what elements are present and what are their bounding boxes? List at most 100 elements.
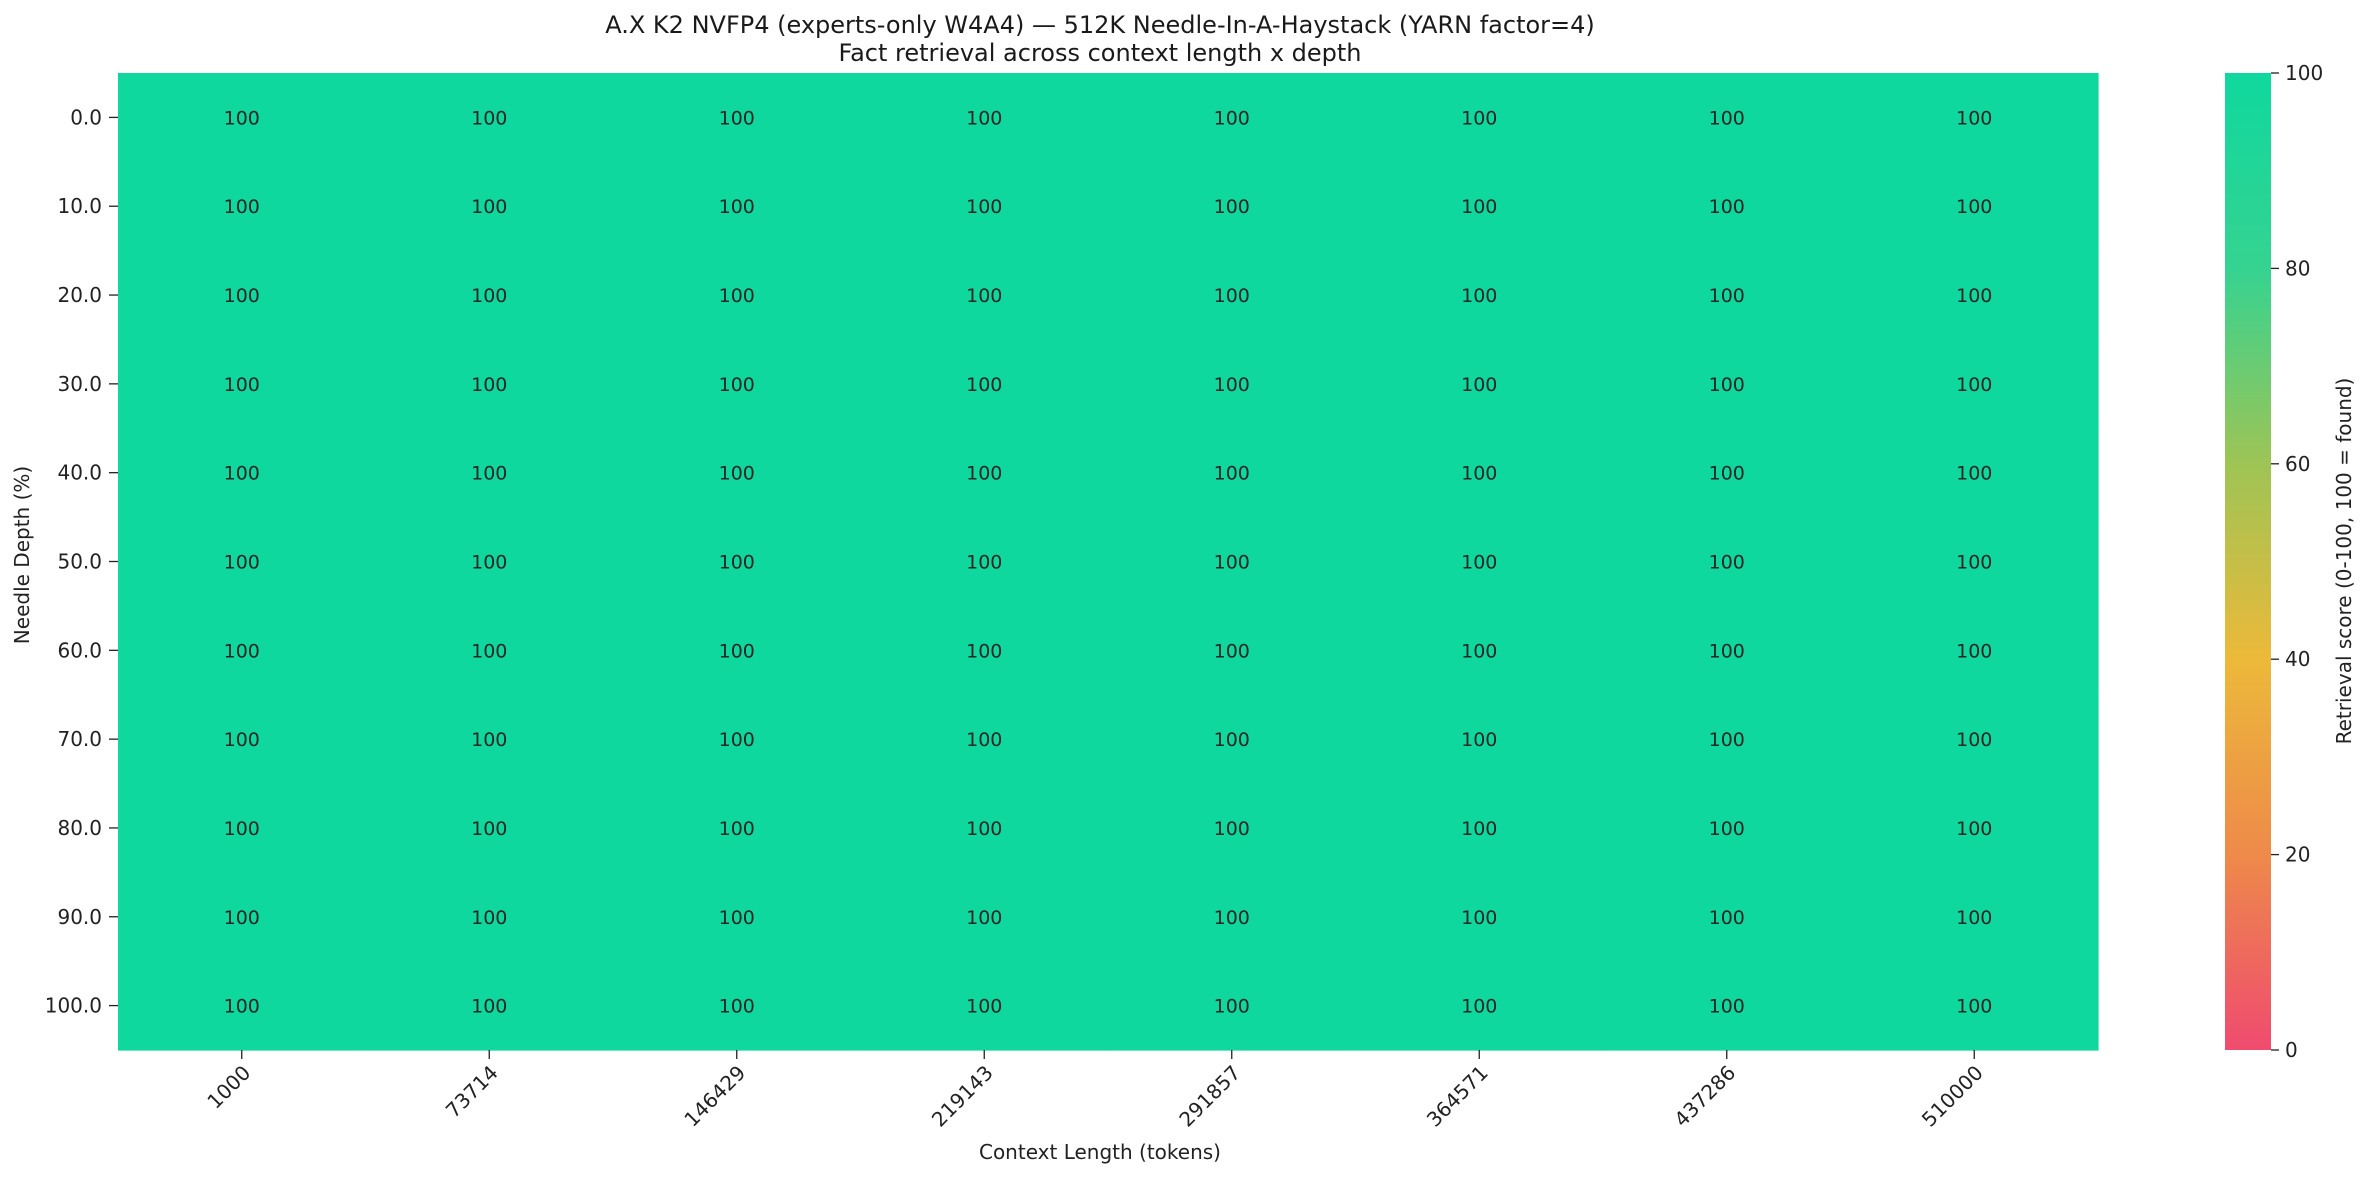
heatmap-cell <box>613 694 862 785</box>
heatmap-cell <box>1355 605 1604 696</box>
heatmap-cell <box>365 339 614 429</box>
cell-value-label: 100 <box>1214 107 1250 129</box>
cell-value-label: 100 <box>719 907 755 929</box>
heatmap-cell <box>1850 605 2099 696</box>
heatmap-cell <box>1108 783 1357 873</box>
cell-value-label: 100 <box>719 196 755 218</box>
cell-value-label: 100 <box>1461 640 1497 662</box>
cell-value-label: 100 <box>1461 818 1497 840</box>
heatmap-cell <box>365 605 614 696</box>
cell-value-label: 100 <box>471 907 507 929</box>
heatmap-cell <box>1108 694 1357 785</box>
y-tick-label: 90.0 <box>57 905 102 929</box>
cell-value-label: 100 <box>1956 729 1992 751</box>
cell-value-label: 100 <box>224 285 260 307</box>
cell-value-label: 100 <box>966 463 1002 485</box>
heatmap-cell <box>365 428 614 518</box>
cell-value-label: 100 <box>719 996 755 1018</box>
x-tick-label: 219143 <box>927 1061 998 1132</box>
heatmap-cell <box>1108 73 1357 163</box>
cell-value-label: 100 <box>719 463 755 485</box>
cell-value-label: 100 <box>966 374 1002 396</box>
cell-value-label: 100 <box>966 640 1002 662</box>
heatmap-cell <box>365 161 614 252</box>
x-tick-label: 364571 <box>1422 1061 1493 1132</box>
y-tick-label: 0.0 <box>70 105 102 129</box>
y-axis-label: Needle Depth (%) <box>10 466 34 644</box>
heatmap-cell <box>1850 872 2099 962</box>
heatmap-cell <box>118 161 367 252</box>
chart-title: A.X K2 NVFP4 (experts-only W4A4) — 512K … <box>605 11 1595 39</box>
heatmap-cell <box>1603 250 1852 341</box>
heatmap-cells <box>118 73 2099 1051</box>
heatmap-cell <box>860 250 1109 341</box>
heatmap-cell <box>613 339 862 429</box>
heatmap-cell <box>1355 872 1604 962</box>
cell-value-label: 100 <box>471 729 507 751</box>
heatmap-cell <box>860 605 1109 696</box>
heatmap-cell <box>1850 250 2099 341</box>
cell-value-label: 100 <box>471 640 507 662</box>
y-tick-label: 100.0 <box>45 994 102 1018</box>
heatmap-cell <box>1850 339 2099 429</box>
heatmap-cell <box>613 961 862 1051</box>
cell-value-label: 100 <box>1956 552 1992 574</box>
cell-value-label: 100 <box>1709 729 1745 751</box>
heatmap-cell <box>860 872 1109 962</box>
cell-value-label: 100 <box>471 463 507 485</box>
heatmap-cell <box>118 694 367 785</box>
cell-value-label: 100 <box>471 552 507 574</box>
cell-value-label: 100 <box>1214 818 1250 840</box>
heatmap-cell <box>613 428 862 518</box>
cell-value-label: 100 <box>224 196 260 218</box>
cell-value-label: 100 <box>1709 907 1745 929</box>
heatmap-cell <box>613 872 862 962</box>
cell-value-label: 100 <box>719 552 755 574</box>
cell-value-label: 100 <box>224 374 260 396</box>
chart-subtitle: Fact retrieval across context length x d… <box>838 39 1361 67</box>
colorbar <box>2225 73 2271 1050</box>
heatmap-cell <box>1850 517 2099 607</box>
cell-value-label: 100 <box>966 285 1002 307</box>
y-tick-label: 80.0 <box>57 816 102 840</box>
colorbar-tick-label: 60 <box>2285 452 2310 476</box>
heatmap-cell <box>365 872 614 962</box>
heatmap-cell <box>118 428 367 518</box>
cell-value-label: 100 <box>966 818 1002 840</box>
heatmap-cell <box>365 694 614 785</box>
heatmap-cell <box>365 961 614 1051</box>
heatmap-cell <box>1603 872 1852 962</box>
cell-value-label: 100 <box>1214 729 1250 751</box>
cell-value-label: 100 <box>719 818 755 840</box>
cell-value-label: 100 <box>1214 196 1250 218</box>
cell-value-label: 100 <box>719 729 755 751</box>
x-tick-label: 146429 <box>679 1061 750 1132</box>
heatmap-cell <box>118 605 367 696</box>
heatmap-cell <box>118 961 367 1051</box>
cell-value-label: 100 <box>1709 107 1745 129</box>
cell-value-label: 100 <box>1461 285 1497 307</box>
y-tick-label: 30.0 <box>57 372 102 396</box>
cell-value-label: 100 <box>1709 552 1745 574</box>
heatmap-cell <box>1603 339 1852 429</box>
cell-value-label: 100 <box>471 374 507 396</box>
cell-value-label: 100 <box>224 463 260 485</box>
heatmap-cell <box>860 517 1109 607</box>
cell-value-label: 100 <box>1214 285 1250 307</box>
heatmap-cell <box>365 73 614 163</box>
heatmap-cell <box>613 73 862 163</box>
cell-value-label: 100 <box>1214 996 1250 1018</box>
heatmap-cell <box>118 517 367 607</box>
cell-value-label: 100 <box>966 729 1002 751</box>
y-axis-ticks: 0.0 10.0 20.0 30.0 40.0 50.0 60.0 70.0 80.0 90.0 1… <box>45 105 118 1018</box>
cell-value-label: 100 <box>1709 285 1745 307</box>
cell-value-label: 100 <box>719 374 755 396</box>
heatmap-cell <box>1108 161 1357 252</box>
heatmap-cell <box>118 339 367 429</box>
heatmap-cell <box>1603 694 1852 785</box>
cell-value-label: 100 <box>966 552 1002 574</box>
heatmap-cell <box>1355 694 1604 785</box>
heatmap-cell <box>860 961 1109 1051</box>
cell-value-label: 100 <box>1709 818 1745 840</box>
